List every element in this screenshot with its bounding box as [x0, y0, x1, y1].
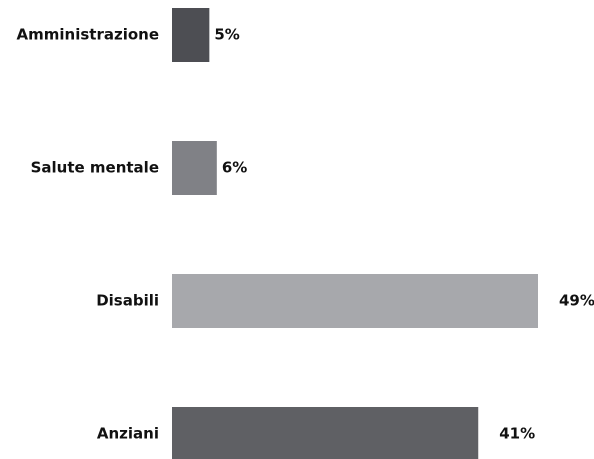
category-label-disabili: Disabili [96, 292, 159, 310]
value-label-amministrazione: 5% [214, 26, 239, 44]
value-label-anziani: 41% [499, 425, 535, 443]
value-label-salute-mentale: 6% [222, 159, 247, 177]
bar-anziani [172, 407, 479, 459]
bar-amministrazione [172, 8, 210, 62]
category-label-amministrazione: Amministrazione [17, 26, 159, 44]
category-label-salute-mentale: Salute mentale [31, 159, 159, 177]
bar-disabili [172, 274, 538, 328]
category-label-anziani: Anziani [97, 425, 159, 443]
bar-salute-mentale [172, 141, 217, 195]
value-label-disabili: 49% [559, 292, 594, 310]
